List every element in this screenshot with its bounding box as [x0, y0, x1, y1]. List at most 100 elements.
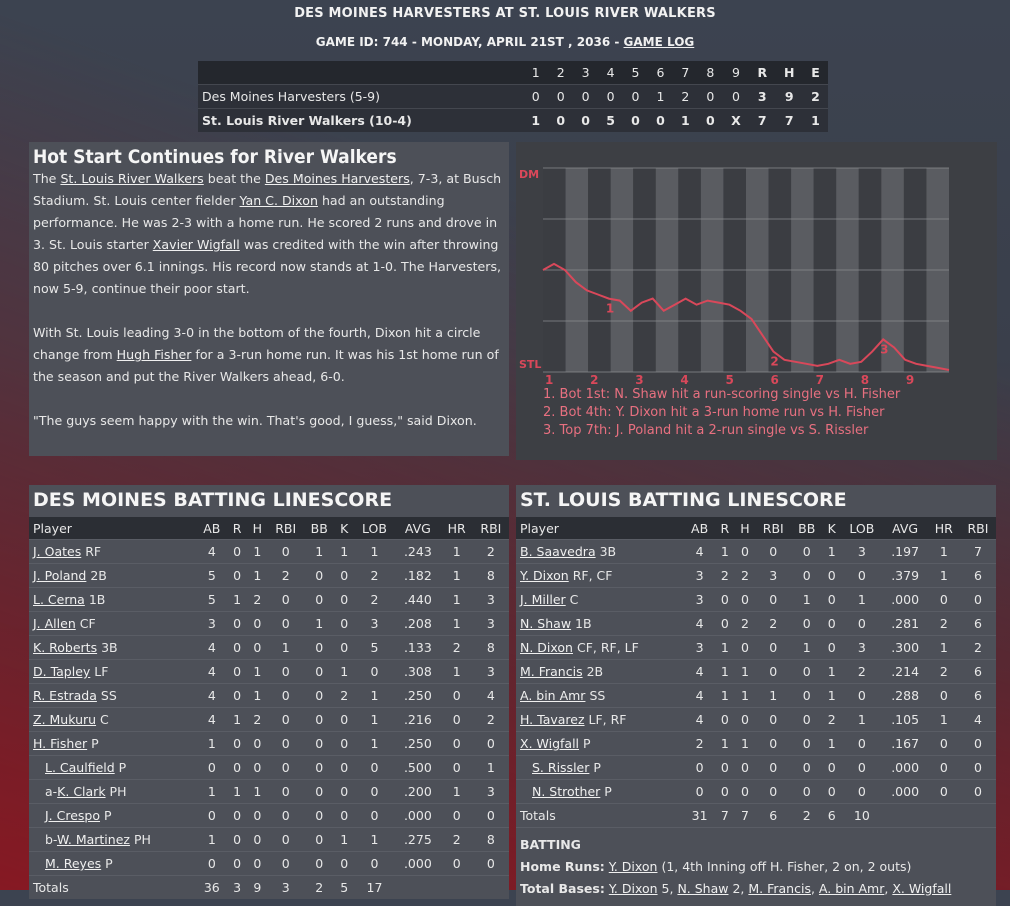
player-link-yan-dixon[interactable]: Yan C. Dixon	[239, 193, 318, 208]
team-link-st-louis[interactable]: St. Louis River Walkers	[60, 171, 204, 186]
stat-cell: 1	[715, 683, 735, 708]
player-position: 1B	[88, 592, 106, 607]
stat-cell: 0	[246, 827, 268, 852]
stat-cell: 1	[246, 539, 268, 564]
stat-cell: 0	[755, 755, 792, 780]
stat-cell: 2	[472, 539, 509, 564]
home-batting-table: Player AB R H RBI BB K LOB AVG HR RBI B. Saavedra …	[516, 517, 996, 827]
stat-cell: 0	[684, 779, 716, 804]
player-position: C	[100, 712, 109, 727]
totals-cell: 2	[791, 803, 823, 827]
game-title: DES MOINES HARVESTERS AT ST. LOUIS RIVER…	[294, 6, 716, 21]
home-batting-title: ST. LOUIS BATTING LINESCORE	[520, 489, 847, 511]
stat-cell: 0	[353, 659, 396, 684]
rhe-value: 2	[811, 89, 820, 104]
batter-row: J. Crespo P 0 0 0 0 0 0 0.000 0 0	[29, 803, 509, 828]
player-link[interactable]: M. Reyes	[45, 856, 102, 871]
player-link[interactable]: W. Martinez	[56, 832, 130, 847]
player-link[interactable]: M. Francis	[520, 664, 583, 679]
player-link[interactable]: X. Wigfall	[520, 736, 580, 751]
player-link[interactable]: B. Saavedra	[520, 544, 596, 559]
player-link[interactable]: N. Strother	[532, 784, 601, 799]
stat-cell: 0	[791, 539, 823, 564]
totals-cell: 3	[267, 875, 304, 899]
player-link-total-bases[interactable]: N. Shaw	[677, 881, 729, 896]
stat-cell: 0	[791, 683, 823, 708]
stat-cell: .208	[395, 611, 441, 636]
stat-cell: 0	[353, 803, 396, 828]
player-link-hr[interactable]: Y. Dixon	[608, 859, 658, 874]
stat-cell: 1	[841, 707, 883, 732]
batter-row: A. bin Amr SS 4 1 1 1 0 1 0.288 0 6	[516, 683, 996, 708]
player-link[interactable]: R. Estrada	[33, 688, 97, 703]
player-link-total-bases[interactable]: A. bin Amr	[818, 881, 885, 896]
stat-cell: 0	[267, 539, 304, 564]
player-position: PH	[109, 784, 127, 799]
stat-cell: 4	[472, 683, 509, 708]
player-link[interactable]: N. Dixon	[520, 640, 573, 655]
player-link[interactable]: L. Caulfield	[45, 760, 115, 775]
key-moment-marker: 3	[880, 342, 888, 356]
player-link-total-bases[interactable]: M. Francis	[748, 881, 811, 896]
player-link[interactable]: S. Rissler	[532, 760, 590, 775]
player-link-xavier-wigfall[interactable]: Xavier Wigfall	[152, 237, 240, 252]
player-link[interactable]: J. Oates	[33, 544, 82, 559]
player-link[interactable]: N. Shaw	[520, 616, 572, 631]
stat-cell: 0	[303, 587, 335, 612]
stat-cell: 4	[196, 659, 228, 684]
sub-prefix: a-	[45, 784, 58, 799]
player-link[interactable]: J. Allen	[33, 616, 76, 631]
player-link[interactable]: Z. Mukuru	[33, 712, 97, 727]
stat-cell: 4	[684, 611, 716, 636]
stat-cell: 4	[959, 707, 996, 732]
player-link-total-bases[interactable]: Y. Dixon	[608, 881, 658, 896]
stat-cell: 2	[246, 707, 268, 732]
stat-cell: 0	[353, 779, 396, 804]
inning-score: 0	[656, 113, 665, 128]
player-link[interactable]: H. Fisher	[33, 736, 88, 751]
stat-cell: 0	[303, 827, 335, 852]
player-link[interactable]: L. Cerna	[33, 592, 85, 607]
stat-cell: 0	[472, 731, 509, 756]
batter-row: b-W. Martinez PH 1 0 0 0 0 1 1.275 2 8	[29, 827, 509, 852]
player-link[interactable]: H. Tavarez	[520, 712, 585, 727]
game-log-link[interactable]: GAME LOG	[623, 35, 695, 49]
inning-header: 6	[647, 61, 673, 85]
player-link[interactable]: Y. Dixon	[520, 568, 569, 583]
batting-column-header: BB	[791, 517, 823, 540]
stat-cell: 0	[822, 563, 842, 588]
inning-tick-label: 8	[861, 373, 869, 387]
batter-cell: N. Dixon CF, RF, LF	[516, 635, 685, 660]
player-link-total-bases[interactable]: X. Wigfall	[892, 881, 952, 896]
player-link[interactable]: A. bin Amr	[520, 688, 586, 703]
stat-cell: 1	[196, 731, 228, 756]
stat-cell: .379	[882, 563, 928, 588]
stat-cell: 1	[734, 683, 756, 708]
total-bases-value: 5	[657, 881, 670, 896]
player-link[interactable]: K. Clark	[57, 784, 106, 799]
player-link[interactable]: D. Tapley	[33, 664, 91, 679]
batter-row: K. Roberts 3B 4 0 0 1 0 0 5.133 2 8	[29, 635, 509, 660]
stat-cell: .000	[882, 587, 928, 612]
away-batting-header: Player AB R H RBI BB K LOB AVG HR RBI	[29, 517, 509, 540]
inning-score: 2	[681, 89, 690, 104]
stat-cell: 0	[440, 683, 473, 708]
batting-column-header: LOB	[841, 517, 883, 540]
inning-score: 5	[606, 113, 615, 128]
stat-cell: 1	[303, 539, 335, 564]
stat-cell: 0	[822, 779, 842, 804]
player-link[interactable]: J. Miller	[520, 592, 566, 607]
inning-tick-label: 4	[680, 373, 688, 387]
linescore-team-row: St. Louis River Walkers (10-4) 1 0 0 5 0 0 1 0 X 7…	[198, 108, 828, 133]
stat-cell: 0	[822, 611, 842, 636]
win-probability-graph: DM STL 1 2 3 1 2 3 4 5 6 7 8 9	[519, 167, 950, 387]
player-link-hugh-fisher[interactable]: Hugh Fisher	[116, 347, 192, 362]
player-link[interactable]: J. Poland	[33, 568, 87, 583]
player-link[interactable]: K. Roberts	[33, 640, 98, 655]
stat-cell: 1	[734, 659, 756, 684]
top-team-label: DM	[519, 168, 539, 181]
batting-column-header: K	[334, 517, 354, 540]
player-link[interactable]: J. Crespo	[45, 808, 101, 823]
stat-cell: 0	[227, 659, 247, 684]
team-link-des-moines[interactable]: Des Moines Harvesters	[264, 171, 410, 186]
